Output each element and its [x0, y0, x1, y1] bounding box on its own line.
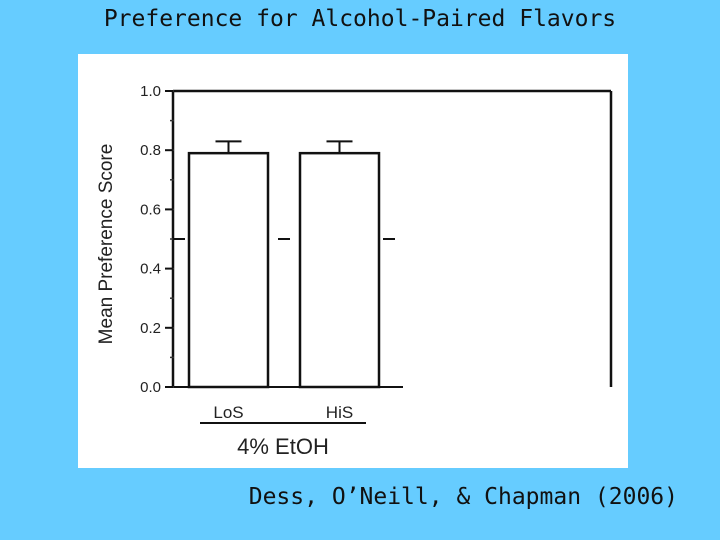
citation: Dess, O’Neill, & Chapman (2006) — [248, 484, 678, 510]
bar-his — [298, 151, 381, 389]
x-category-label: LoS — [213, 403, 243, 422]
y-tick-label: 0.8 — [140, 142, 161, 159]
bar-los — [187, 151, 270, 389]
y-tick-label: 0.4 — [140, 261, 161, 278]
y-tick-label: 0.6 — [140, 201, 161, 218]
y-tick-label: 0.0 — [140, 379, 161, 396]
error-bars-group — [215, 140, 353, 154]
y-axis-ticks: 0.0 0.2 0.4 0.6 0.8 1.0 — [140, 83, 173, 396]
slide-title: Preference for Alcohol-Paired Flavors — [103, 6, 617, 32]
y-axis-label: Mean Preference Score — [96, 144, 117, 345]
group-label: 4% EtOH — [237, 434, 329, 459]
x-category-labels: LoS HiS — [213, 403, 353, 422]
bars-group — [187, 151, 381, 389]
chart-figure: 0.0 0.2 0.4 0.6 0.8 1.0 LoS HiS Mean Preferenc… — [78, 54, 628, 468]
y-tick-label: 1.0 — [140, 83, 161, 100]
bar-chart: 0.0 0.2 0.4 0.6 0.8 1.0 LoS HiS Mean Preferenc… — [96, 83, 613, 459]
x-category-label: HiS — [326, 403, 353, 422]
y-tick-label: 0.2 — [140, 320, 161, 337]
